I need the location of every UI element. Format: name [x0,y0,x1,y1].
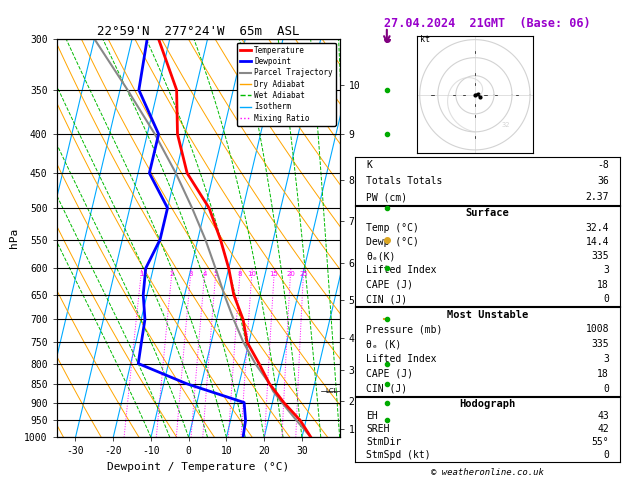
Text: Totals Totals: Totals Totals [366,176,442,186]
Text: 18: 18 [598,280,609,290]
Text: CIN (J): CIN (J) [366,383,407,394]
Text: StmSpd (kt): StmSpd (kt) [366,450,431,460]
Text: EH: EH [366,412,377,421]
Text: PW (cm): PW (cm) [366,192,407,202]
Text: 27.04.2024  21GMT  (Base: 06): 27.04.2024 21GMT (Base: 06) [384,17,591,30]
Text: 8: 8 [238,271,242,277]
Legend: Temperature, Dewpoint, Parcel Trajectory, Dry Adiabat, Wet Adiabat, Isotherm, Mi: Temperature, Dewpoint, Parcel Trajectory… [237,43,336,125]
Text: θₑ(K): θₑ(K) [366,251,396,261]
Text: 32.4: 32.4 [586,223,609,232]
Text: K: K [366,160,372,171]
Text: Temp (°C): Temp (°C) [366,223,419,232]
Text: 14.4: 14.4 [586,237,609,247]
Text: Hodograph: Hodograph [459,399,516,409]
Text: 0: 0 [603,383,609,394]
Text: 36: 36 [598,176,609,186]
Title: 22°59'N  277°24'W  65m  ASL: 22°59'N 277°24'W 65m ASL [97,25,299,38]
Text: 335: 335 [591,339,609,349]
Text: 3: 3 [189,271,193,277]
Text: 335: 335 [591,251,609,261]
Text: CIN (J): CIN (J) [366,294,407,304]
Text: CAPE (J): CAPE (J) [366,369,413,379]
Text: -8: -8 [598,160,609,171]
Text: LCL: LCL [325,388,338,394]
Text: 2.37: 2.37 [586,192,609,202]
Text: 15: 15 [270,271,279,277]
Text: 10: 10 [247,271,257,277]
Text: Surface: Surface [465,208,509,218]
Text: © weatheronline.co.uk: © weatheronline.co.uk [431,468,544,477]
Text: 20: 20 [286,271,295,277]
Text: 0: 0 [603,294,609,304]
Text: 0: 0 [603,450,609,460]
Text: 25: 25 [299,271,308,277]
Text: 43: 43 [598,412,609,421]
Text: Lifted Index: Lifted Index [366,265,437,276]
Text: 42: 42 [598,424,609,434]
Text: 4: 4 [203,271,207,277]
Text: 18: 18 [598,369,609,379]
Text: 1008: 1008 [586,324,609,334]
Text: 1: 1 [139,271,143,277]
Text: Most Unstable: Most Unstable [447,310,528,320]
Text: kt: kt [420,35,430,44]
Text: 32: 32 [501,122,510,128]
Text: 55°: 55° [591,437,609,447]
Text: Pressure (mb): Pressure (mb) [366,324,442,334]
Text: Lifted Index: Lifted Index [366,354,437,364]
Y-axis label: km
ASL: km ASL [362,229,384,247]
Text: 2: 2 [170,271,174,277]
Text: SREH: SREH [366,424,389,434]
Text: 5: 5 [213,271,218,277]
Text: CAPE (J): CAPE (J) [366,280,413,290]
Text: θₑ (K): θₑ (K) [366,339,401,349]
Text: 3: 3 [603,354,609,364]
Y-axis label: hPa: hPa [9,228,18,248]
Text: Dewp (°C): Dewp (°C) [366,237,419,247]
Text: 3: 3 [603,265,609,276]
X-axis label: Dewpoint / Temperature (°C): Dewpoint / Temperature (°C) [107,462,289,472]
Text: StmDir: StmDir [366,437,401,447]
